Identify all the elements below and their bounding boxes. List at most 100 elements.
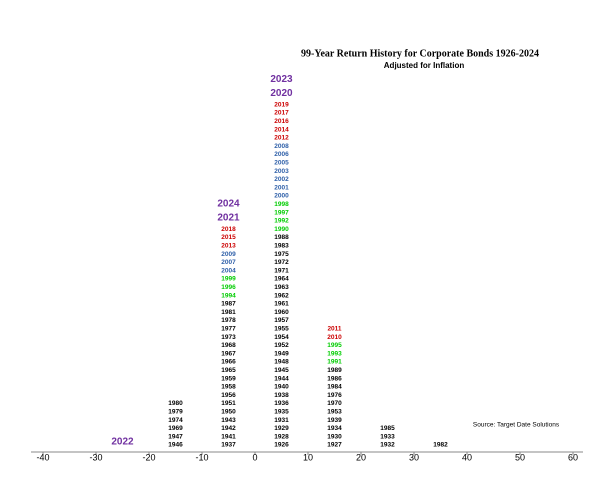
year-label: 2007 — [221, 259, 236, 266]
year-label: 1949 — [274, 350, 289, 357]
year-label: 1927 — [327, 442, 342, 449]
x-tick-label: -40 — [36, 452, 49, 462]
year-label: 1929 — [274, 425, 289, 432]
year-label: 1970 — [327, 400, 342, 407]
x-tick-label: -30 — [89, 452, 102, 462]
year-label: 2010 — [327, 334, 342, 341]
year-label: 1963 — [274, 284, 289, 291]
year-label: 1968 — [221, 342, 236, 349]
year-label: 1957 — [274, 317, 289, 324]
year-label: 1944 — [274, 375, 289, 382]
source-note: Source: Target Date Solutions — [473, 422, 560, 429]
year-label: 1933 — [380, 433, 395, 440]
year-label: 2006 — [274, 151, 289, 158]
year-label: 1987 — [221, 301, 236, 308]
year-label: 1943 — [221, 417, 236, 424]
year-label: 2013 — [221, 243, 236, 250]
year-label: 1980 — [168, 400, 183, 407]
year-label: 2004 — [221, 267, 236, 274]
year-label: 1971 — [274, 267, 289, 274]
year-label: 1991 — [327, 359, 342, 366]
year-label: 1955 — [274, 326, 289, 333]
year-label: 1997 — [274, 209, 289, 216]
year-label: 1935 — [274, 409, 289, 416]
year-label: 1974 — [168, 417, 183, 424]
year-label: 1939 — [327, 417, 342, 424]
chart-title: 99-Year Return History for Corporate Bon… — [301, 48, 539, 59]
year-label: 1960 — [274, 309, 289, 316]
year-label: 1940 — [274, 384, 289, 391]
year-label: 2019 — [274, 101, 289, 108]
year-label: 1992 — [274, 218, 289, 225]
year-label: 1950 — [221, 409, 236, 416]
year-label: 2003 — [274, 168, 289, 175]
x-tick-label: -20 — [142, 452, 155, 462]
year-label: 1996 — [221, 284, 236, 291]
year-label: 1966 — [221, 359, 236, 366]
year-label: 1931 — [274, 417, 289, 424]
year-label: 1951 — [221, 400, 236, 407]
year-label: 1990 — [274, 226, 289, 233]
year-label: 1985 — [380, 425, 395, 432]
x-tick-label: 60 — [568, 452, 578, 462]
year-label: 1947 — [168, 433, 183, 440]
year-label: 1952 — [274, 342, 289, 349]
year-label: 2022 — [111, 437, 134, 448]
x-tick-label: 10 — [303, 452, 313, 462]
year-label: 1930 — [327, 433, 342, 440]
year-label: 2018 — [221, 226, 236, 233]
year-label: 1989 — [327, 367, 342, 374]
year-label: 1934 — [327, 425, 342, 432]
year-label: 1978 — [221, 317, 236, 324]
year-label: 1938 — [274, 392, 289, 399]
x-tick-label: -10 — [195, 452, 208, 462]
year-label: 1998 — [274, 201, 289, 208]
x-tick-label: 30 — [409, 452, 419, 462]
year-label: 1962 — [274, 292, 289, 299]
year-label: 1973 — [221, 334, 236, 341]
year-label: 2020 — [270, 88, 293, 99]
year-label: 2014 — [274, 126, 289, 133]
year-label: 1937 — [221, 442, 236, 449]
year-label: 1999 — [221, 276, 236, 283]
year-label: 1945 — [274, 367, 289, 374]
year-label: 2024 — [217, 199, 240, 210]
year-label: 2011 — [327, 326, 341, 333]
chart-subtitle: Adjusted for Inflation — [384, 61, 465, 70]
year-label: 1959 — [221, 375, 236, 382]
year-label: 2016 — [274, 118, 289, 125]
year-label: 1993 — [327, 350, 342, 357]
x-tick-label: 40 — [462, 452, 472, 462]
year-label: 1926 — [274, 442, 289, 449]
year-label: 2000 — [274, 193, 289, 200]
year-label: 1932 — [380, 442, 395, 449]
year-label: 1975 — [274, 251, 289, 258]
year-label: 2017 — [274, 110, 289, 117]
year-label: 1967 — [221, 350, 236, 357]
year-label: 1928 — [274, 433, 289, 440]
x-tick-label: 0 — [252, 452, 257, 462]
year-label: 1977 — [221, 326, 236, 333]
year-label: 1948 — [274, 359, 289, 366]
year-label: 2021 — [217, 213, 240, 224]
year-label: 1986 — [327, 375, 342, 382]
year-label: 2008 — [274, 143, 289, 150]
year-label: 1965 — [221, 367, 236, 374]
year-label: 1969 — [168, 425, 183, 432]
year-label: 2002 — [274, 176, 289, 183]
year-label: 1983 — [274, 243, 289, 250]
year-label: 1982 — [433, 442, 448, 449]
year-label: 1964 — [274, 276, 289, 283]
year-label: 1981 — [221, 309, 236, 316]
year-label: 1984 — [327, 384, 342, 391]
year-label: 2005 — [274, 160, 289, 167]
year-label: 1972 — [274, 259, 289, 266]
year-label: 1979 — [168, 409, 183, 416]
year-label: 1942 — [221, 425, 236, 432]
year-label: 1941 — [221, 433, 236, 440]
year-label: 2009 — [221, 251, 236, 258]
year-label: 1956 — [221, 392, 236, 399]
year-label: 1995 — [327, 342, 342, 349]
x-tick-label: 20 — [356, 452, 366, 462]
